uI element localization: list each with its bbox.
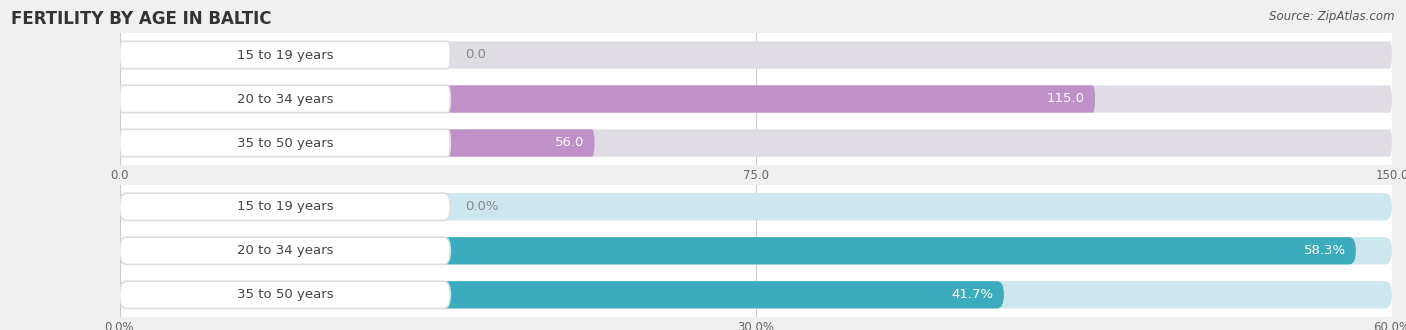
Text: 115.0: 115.0 <box>1047 92 1085 106</box>
Text: 0.0%: 0.0% <box>465 200 499 213</box>
FancyBboxPatch shape <box>120 281 1004 309</box>
Text: FERTILITY BY AGE IN BALTIC: FERTILITY BY AGE IN BALTIC <box>11 10 271 28</box>
Text: 41.7%: 41.7% <box>952 288 994 301</box>
FancyBboxPatch shape <box>120 41 450 69</box>
FancyBboxPatch shape <box>120 129 450 157</box>
Text: 20 to 34 years: 20 to 34 years <box>236 92 333 106</box>
FancyBboxPatch shape <box>120 237 1355 264</box>
Text: 0.0: 0.0 <box>465 49 486 61</box>
Text: 56.0: 56.0 <box>555 137 585 149</box>
FancyBboxPatch shape <box>120 85 1392 113</box>
FancyBboxPatch shape <box>120 237 1392 264</box>
FancyBboxPatch shape <box>120 129 1392 157</box>
Text: 58.3%: 58.3% <box>1303 244 1346 257</box>
Text: 35 to 50 years: 35 to 50 years <box>236 288 333 301</box>
Text: Source: ZipAtlas.com: Source: ZipAtlas.com <box>1270 10 1395 23</box>
FancyBboxPatch shape <box>120 85 450 113</box>
FancyBboxPatch shape <box>120 281 450 309</box>
FancyBboxPatch shape <box>120 41 1392 69</box>
FancyBboxPatch shape <box>120 129 595 157</box>
FancyBboxPatch shape <box>120 193 450 220</box>
FancyBboxPatch shape <box>120 193 1392 220</box>
Text: 35 to 50 years: 35 to 50 years <box>236 137 333 149</box>
FancyBboxPatch shape <box>120 85 1095 113</box>
FancyBboxPatch shape <box>120 281 1392 309</box>
Text: 15 to 19 years: 15 to 19 years <box>236 200 333 213</box>
Text: 20 to 34 years: 20 to 34 years <box>236 244 333 257</box>
Text: 15 to 19 years: 15 to 19 years <box>236 49 333 61</box>
FancyBboxPatch shape <box>120 237 450 264</box>
